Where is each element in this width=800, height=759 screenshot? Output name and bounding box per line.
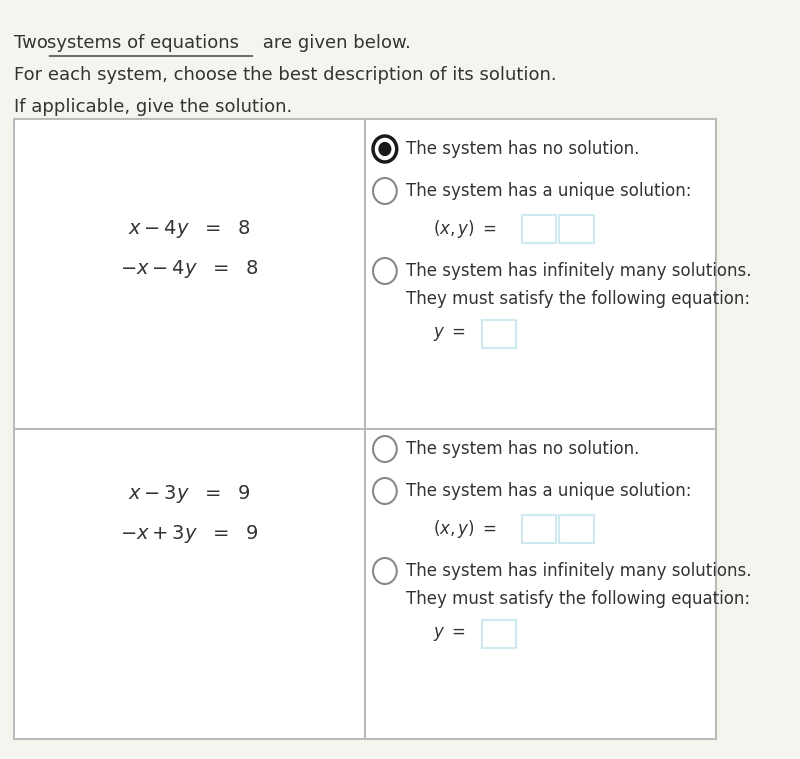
FancyBboxPatch shape [559, 515, 594, 543]
Text: $-x - 4y\ \ =\ \ 8$: $-x - 4y\ \ =\ \ 8$ [120, 258, 258, 280]
Circle shape [378, 142, 391, 156]
Text: The system has no solution.: The system has no solution. [406, 140, 639, 158]
Text: $y\ =\ $: $y\ =\ $ [434, 325, 466, 343]
FancyBboxPatch shape [482, 620, 516, 648]
Text: Two: Two [14, 34, 54, 52]
Text: $(x,y)\ =\ $: $(x,y)\ =\ $ [434, 218, 497, 240]
Text: systems of equations: systems of equations [46, 34, 238, 52]
Text: The system has no solution.: The system has no solution. [406, 440, 639, 458]
Text: ,: , [524, 220, 530, 238]
Text: are given below.: are given below. [257, 34, 411, 52]
FancyBboxPatch shape [482, 320, 516, 348]
Text: $(x,y)\ =\ $: $(x,y)\ =\ $ [434, 518, 497, 540]
Text: The system has a unique solution:: The system has a unique solution: [406, 482, 691, 500]
Text: The system has a unique solution:: The system has a unique solution: [406, 182, 691, 200]
Text: They must satisfy the following equation:: They must satisfy the following equation… [406, 290, 750, 308]
Text: If applicable, give the solution.: If applicable, give the solution. [14, 98, 292, 116]
FancyBboxPatch shape [559, 215, 594, 243]
Bar [14, 119, 716, 739]
Text: $-x + 3y\ \ =\ \ 9$: $-x + 3y\ \ =\ \ 9$ [120, 523, 258, 545]
Text: $x - 4y\ \ =\ \ 8$: $x - 4y\ \ =\ \ 8$ [128, 218, 250, 240]
Text: They must satisfy the following equation:: They must satisfy the following equation… [406, 590, 750, 608]
FancyBboxPatch shape [522, 215, 556, 243]
Text: The system has infinitely many solutions.: The system has infinitely many solutions… [406, 262, 751, 280]
Text: The system has infinitely many solutions.: The system has infinitely many solutions… [406, 562, 751, 580]
FancyBboxPatch shape [522, 515, 556, 543]
Text: For each system, choose the best description of its solution.: For each system, choose the best descrip… [14, 66, 556, 84]
Text: $y\ =\ $: $y\ =\ $ [434, 625, 466, 643]
Text: $x - 3y\ \ =\ \ 9$: $x - 3y\ \ =\ \ 9$ [128, 483, 250, 505]
